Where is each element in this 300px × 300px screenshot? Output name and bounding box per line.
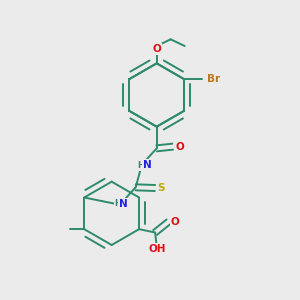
Text: S: S [158,183,165,193]
Text: N: N [143,160,152,170]
Text: O: O [175,142,184,152]
Text: H: H [115,200,122,208]
Text: O: O [170,217,179,227]
Text: OH: OH [148,244,166,254]
Text: Br: Br [207,74,220,84]
Text: N: N [118,199,127,209]
Text: H: H [137,161,144,170]
Text: O: O [152,44,161,54]
